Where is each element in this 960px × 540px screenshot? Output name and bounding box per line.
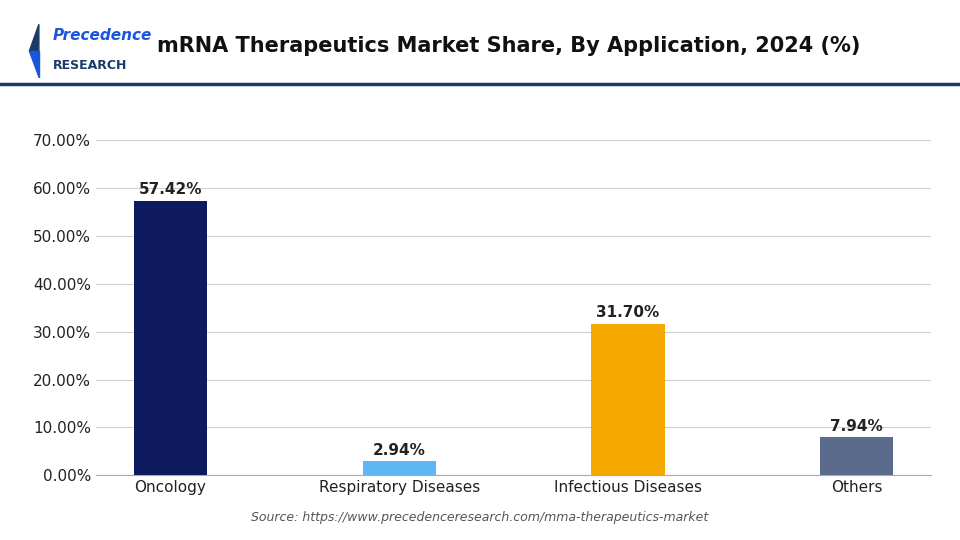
Text: 31.70%: 31.70% [596, 305, 660, 320]
Bar [363, 461, 436, 475]
Bar [820, 437, 893, 475]
Text: Source: https://www.precedenceresearch.com/mma-therapeutics-market: Source: https://www.precedenceresearch.c… [252, 511, 708, 524]
Text: RESEARCH: RESEARCH [53, 59, 127, 72]
Text: 2.94%: 2.94% [372, 443, 425, 458]
Polygon shape [29, 24, 38, 51]
Text: 57.42%: 57.42% [139, 182, 203, 197]
Text: 7.94%: 7.94% [830, 419, 883, 434]
Bar [134, 200, 207, 475]
Text: mRNA Therapeutics Market Share, By Application, 2024 (%): mRNA Therapeutics Market Share, By Appli… [157, 36, 860, 56]
Polygon shape [29, 51, 38, 78]
Text: Precedence: Precedence [53, 28, 153, 43]
Bar [591, 323, 664, 475]
